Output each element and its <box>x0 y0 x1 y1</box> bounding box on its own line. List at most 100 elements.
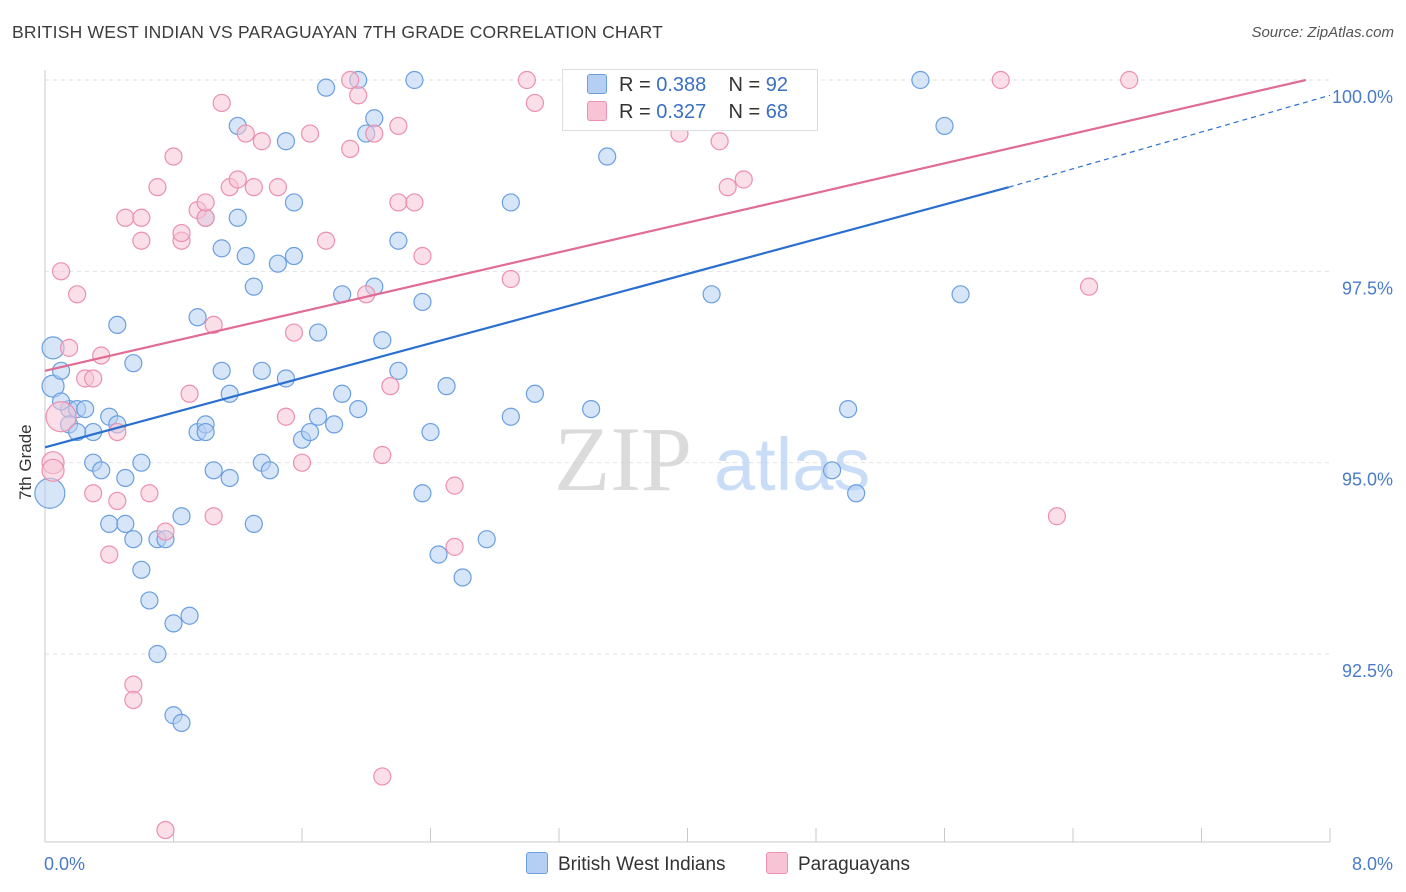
point-british-west-indians <box>196 422 215 442</box>
point-paraguayans <box>124 690 143 710</box>
point-british-west-indians <box>100 514 119 533</box>
point-paraguayans <box>284 323 304 342</box>
point-british-west-indians <box>108 315 127 335</box>
trend-line-british-west-indians <box>44 186 1010 449</box>
point-paraguayans <box>164 147 183 166</box>
point-british-west-indians <box>116 514 135 533</box>
point-paraguayans <box>405 193 424 212</box>
point-british-west-indians <box>349 399 368 419</box>
point-british-west-indians <box>405 70 424 90</box>
point-paraguayans <box>59 338 79 357</box>
point-british-west-indians <box>276 132 296 151</box>
point-british-west-indians <box>41 374 65 398</box>
point-paraguayans <box>244 178 263 197</box>
source-credit: Source: ZipAtlas.com <box>1251 24 1394 41</box>
point-british-west-indians <box>935 116 954 136</box>
point-british-west-indians <box>212 239 231 258</box>
point-british-west-indians <box>172 713 191 732</box>
point-british-west-indians <box>124 354 143 373</box>
y-tick-label: 92.5% <box>1342 661 1393 681</box>
point-british-west-indians <box>236 246 255 266</box>
point-british-west-indians <box>300 422 320 442</box>
point-paraguayans <box>148 178 167 197</box>
point-british-west-indians <box>316 78 336 97</box>
y-tick-label: 95.0% <box>1342 470 1393 490</box>
point-british-west-indians <box>453 568 472 587</box>
point-paraguayans <box>365 124 384 143</box>
bottom-legend-british-west-indians: British West Indians <box>526 852 726 876</box>
point-paraguayans <box>445 476 464 495</box>
point-british-west-indians <box>421 422 440 442</box>
point-british-west-indians <box>413 292 432 312</box>
point-paraguayans <box>373 445 392 465</box>
watermark-zip: ZIP <box>554 408 692 510</box>
r-value-blue: 0.388 <box>656 74 707 96</box>
point-paraguayans <box>1079 277 1099 296</box>
point-paraguayans <box>116 208 135 227</box>
point-british-west-indians <box>220 468 239 488</box>
point-british-west-indians <box>308 407 328 426</box>
point-british-west-indians <box>228 208 247 227</box>
point-british-west-indians <box>284 246 304 266</box>
point-paraguayans <box>132 231 151 250</box>
r-label: R = <box>619 101 651 123</box>
watermark-atlas: atlas <box>714 423 870 506</box>
n-label: N = <box>728 101 761 123</box>
point-paraguayans <box>718 178 737 197</box>
point-paraguayans <box>196 208 215 227</box>
point-british-west-indians <box>839 399 858 419</box>
trend-lines <box>44 78 1331 449</box>
point-british-west-indians <box>140 591 159 610</box>
n-value-blue: 92 <box>765 74 789 96</box>
point-paraguayans <box>41 458 65 482</box>
legend-label-blue: British West Indians <box>558 854 726 875</box>
watermark: ZIP atlas <box>554 408 870 510</box>
point-british-west-indians <box>525 384 545 403</box>
point-british-west-indians <box>164 614 183 633</box>
point-paraguayans <box>124 675 143 694</box>
point-british-west-indians <box>437 377 456 396</box>
legend-row-blue: R = 0.388 N = 92 <box>587 74 788 100</box>
x-tick-label-min: 0.0% <box>44 854 85 874</box>
point-british-west-indians <box>325 415 344 434</box>
point-british-west-indians <box>132 560 151 579</box>
correlation-legend: R = 0.388 N = 92 R = 0.327 N = 68 <box>562 69 818 131</box>
point-british-west-indians <box>429 545 448 564</box>
point-british-west-indians <box>373 331 392 350</box>
point-paraguayans <box>276 407 296 426</box>
y-tick-label: 97.5% <box>1342 278 1393 298</box>
point-paraguayans <box>204 507 223 526</box>
point-paraguayans <box>349 86 368 105</box>
point-paraguayans <box>268 178 288 197</box>
point-paraguayans <box>381 377 400 396</box>
legend-row-pink: R = 0.327 N = 68 <box>587 101 788 127</box>
point-paraguayans <box>204 315 223 335</box>
point-british-west-indians <box>847 484 866 503</box>
point-paraguayans <box>212 93 231 113</box>
point-british-west-indians <box>702 285 721 304</box>
point-paraguayans <box>84 369 103 388</box>
point-paraguayans <box>413 246 432 266</box>
point-paraguayans <box>180 384 199 403</box>
point-british-west-indians <box>501 193 520 212</box>
point-british-west-indians <box>204 461 223 480</box>
point-paraguayans <box>341 70 360 90</box>
point-british-west-indians <box>911 70 930 90</box>
point-british-west-indians <box>116 468 135 488</box>
point-paraguayans <box>517 70 536 90</box>
x-tick-label-max: 8.0% <box>1352 854 1393 874</box>
point-british-west-indians <box>76 399 95 419</box>
point-paraguayans <box>710 132 729 151</box>
point-british-west-indians <box>180 606 199 625</box>
point-british-west-indians <box>389 361 408 380</box>
point-british-west-indians <box>598 147 617 166</box>
point-british-west-indians <box>34 477 66 509</box>
series-british-west-indians <box>34 70 970 732</box>
point-paraguayans <box>100 545 119 564</box>
chart-title: BRITISH WEST INDIAN VS PARAGUAYAN 7TH GR… <box>12 22 664 42</box>
point-paraguayans <box>236 124 255 143</box>
point-paraguayans <box>389 193 408 212</box>
point-paraguayans <box>316 231 336 250</box>
grid-lines <box>45 79 1330 655</box>
point-british-west-indians <box>252 361 271 380</box>
